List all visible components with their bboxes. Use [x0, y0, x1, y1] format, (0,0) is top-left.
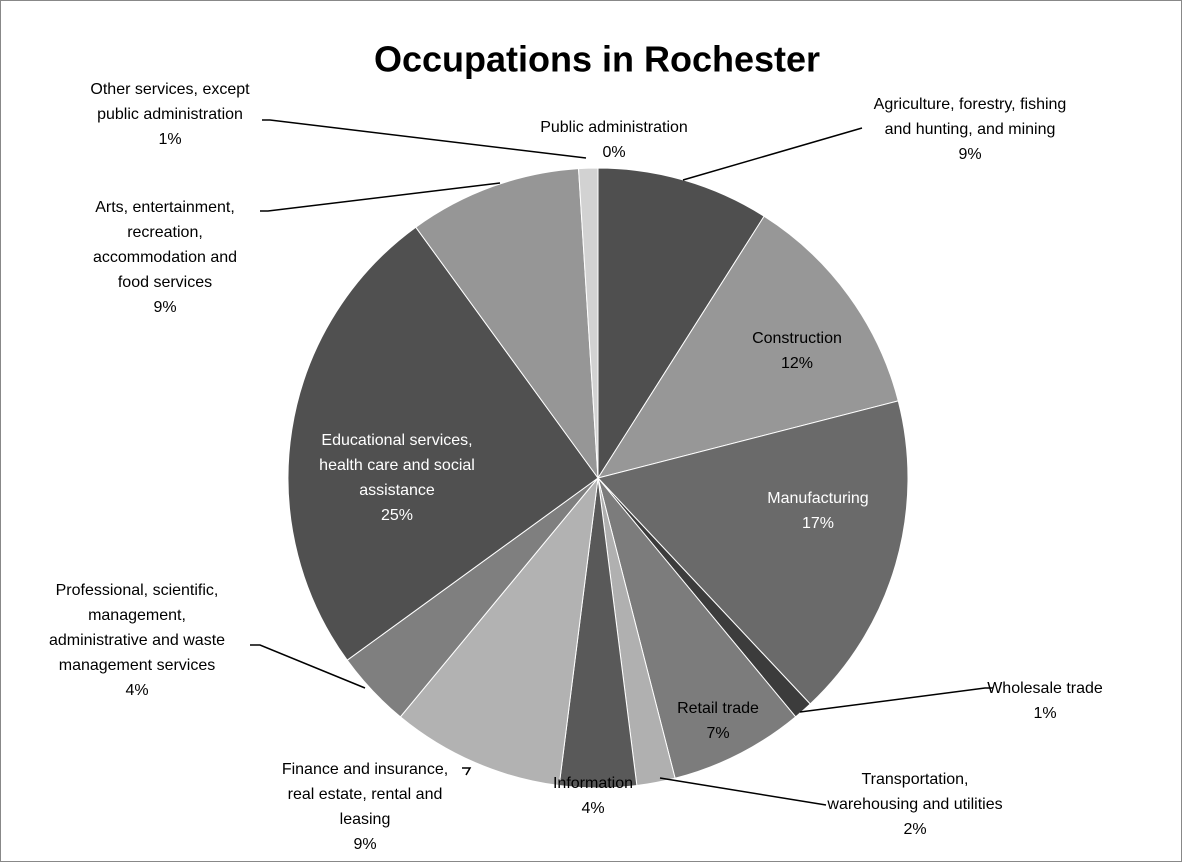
category-label: Manufacturing: [767, 490, 869, 507]
slice-label: Wholesale trade 1%: [980, 676, 1110, 726]
slice-label: Educational services, health care and so…: [307, 428, 487, 528]
slice-label: Information 4%: [523, 771, 663, 821]
pie-slice: [415, 168, 599, 480]
category-label: Transportation, warehousing and utilitie…: [827, 771, 1003, 813]
category-label: Educational services, health care and so…: [319, 432, 475, 499]
value-label: 12%: [780, 355, 814, 372]
leader-line: [462, 767, 472, 776]
value-label: 25%: [380, 507, 414, 524]
slice-label: Construction 12%: [722, 326, 872, 376]
value-label: 2%: [903, 821, 927, 838]
slice-label: Public administration 0%: [504, 115, 724, 165]
value-label: 7%: [706, 725, 730, 742]
value-label: 1%: [1033, 705, 1057, 722]
slice-label: Other services, except public administra…: [78, 77, 263, 152]
value-label: 9%: [353, 836, 377, 853]
pie-slice: [596, 215, 899, 479]
slice-label: Manufacturing 17%: [743, 486, 893, 536]
pie-slice: [287, 226, 599, 661]
leader-line: [799, 687, 993, 713]
slice-label: Arts, entertainment, recreation, accommo…: [78, 195, 253, 320]
category-label: Construction: [752, 330, 842, 347]
value-label: 17%: [801, 515, 835, 532]
slice-label: Finance and insurance, real estate, rent…: [273, 757, 458, 857]
category-label: Arts, entertainment, recreation, accommo…: [92, 199, 238, 291]
chart-title: Occupations in Rochester: [374, 39, 820, 80]
pie-slice: [597, 477, 797, 779]
category-label: Retail trade: [677, 700, 759, 717]
leader-line: [262, 119, 587, 159]
value-label: 1%: [158, 131, 182, 148]
leader-line: [260, 182, 501, 212]
category-label: Information: [552, 775, 634, 792]
leader-line: [682, 127, 863, 181]
category-label: Finance and insurance, real estate, rent…: [281, 761, 449, 828]
category-label: Other services, except public administra…: [90, 81, 250, 123]
leader-line: [250, 644, 366, 689]
value-label: 9%: [153, 299, 177, 316]
value-label: 4%: [581, 800, 605, 817]
slice-label: Transportation, warehousing and utilitie…: [818, 767, 1013, 842]
pie-slice: [597, 400, 909, 705]
value-label: 4%: [125, 682, 149, 699]
slice-label: Agriculture, forestry, fishing and hunti…: [870, 92, 1070, 167]
category-label: Professional, scientific, management, ad…: [48, 582, 226, 674]
category-label: Public administration: [540, 119, 688, 136]
pie-slice: [399, 476, 599, 787]
value-label: 9%: [958, 146, 982, 163]
leader-line: [659, 777, 827, 806]
category-label: Wholesale trade: [987, 680, 1103, 697]
slice-label: Professional, scientific, management, ad…: [42, 578, 232, 703]
slice-label: Retail trade 7%: [658, 696, 778, 746]
category-label: Agriculture, forestry, fishing and hunti…: [873, 96, 1067, 138]
value-label: 0%: [602, 144, 626, 161]
